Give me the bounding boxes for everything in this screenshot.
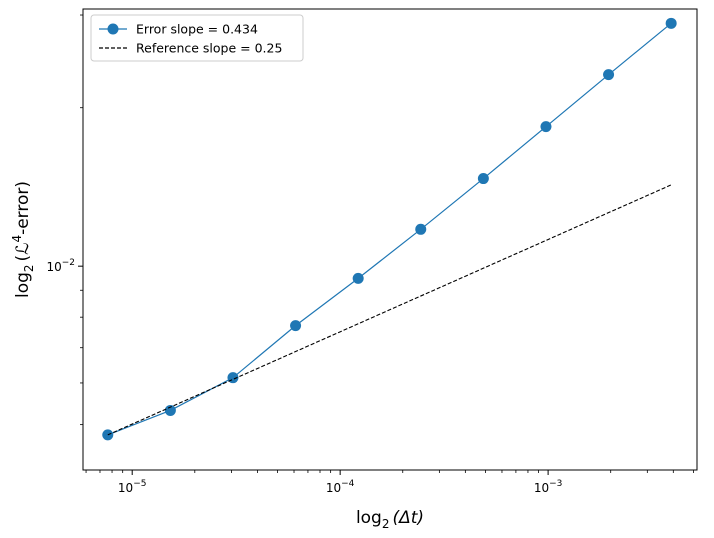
y-tick-exponent: −2 [62, 258, 75, 268]
legend-swatch-marker [107, 23, 119, 35]
x-tick-label: 10−4 [326, 479, 355, 495]
legend-box [90, 14, 304, 62]
legend: Error slope = 0.434 Reference slope = 0.2… [90, 14, 304, 62]
plot-area [102, 17, 677, 441]
x-axis-label-sub: 2 [382, 517, 390, 531]
x-tick-exponent: −5 [133, 479, 146, 489]
series-line-2 [107, 184, 672, 436]
legend-entry-label: Error slope = 0.434 [136, 22, 258, 37]
x-tick-exponent: −4 [341, 479, 355, 489]
y-tick-base: 10 [46, 260, 61, 274]
x-tick-label: 10−5 [118, 479, 147, 495]
y-axis-label-main: log [13, 272, 33, 298]
x-tick-base: 10 [118, 481, 133, 495]
x-axis-label: log2 (Δt) [356, 508, 424, 531]
y-axis-label-tail: -error) [13, 181, 33, 235]
data-point [290, 320, 302, 332]
data-point [352, 272, 364, 284]
x-axis-label-main: log [356, 508, 382, 528]
axes-frame [82, 8, 698, 471]
x-tick-label: 10−3 [534, 479, 563, 495]
x-tick-exponent: −3 [549, 479, 562, 489]
x-axis-label-arg: (Δt) [393, 508, 425, 528]
x-tick-base: 10 [534, 481, 549, 495]
y-axis-label-sup: 4 [10, 235, 24, 243]
legend-entry-label: Reference slope = 0.25 [136, 41, 282, 56]
y-axis: 10−2 [46, 14, 83, 426]
series-line-1 [107, 22, 672, 436]
data-point [164, 404, 176, 416]
y-axis-label-sub: 2 [22, 264, 36, 272]
y-tick-label: 10−2 [46, 258, 75, 274]
data-point [603, 69, 615, 81]
y-axis-label: log2 (ℒ4-error) [10, 181, 36, 298]
data-point [540, 121, 552, 133]
data-point [477, 173, 489, 185]
x-axis: 10−5 10−4 10−3 [85, 470, 694, 495]
data-point [665, 17, 677, 29]
x-tick-base: 10 [326, 481, 341, 495]
y-axis-label-arg: (ℒ [13, 243, 33, 262]
data-point [415, 223, 427, 235]
